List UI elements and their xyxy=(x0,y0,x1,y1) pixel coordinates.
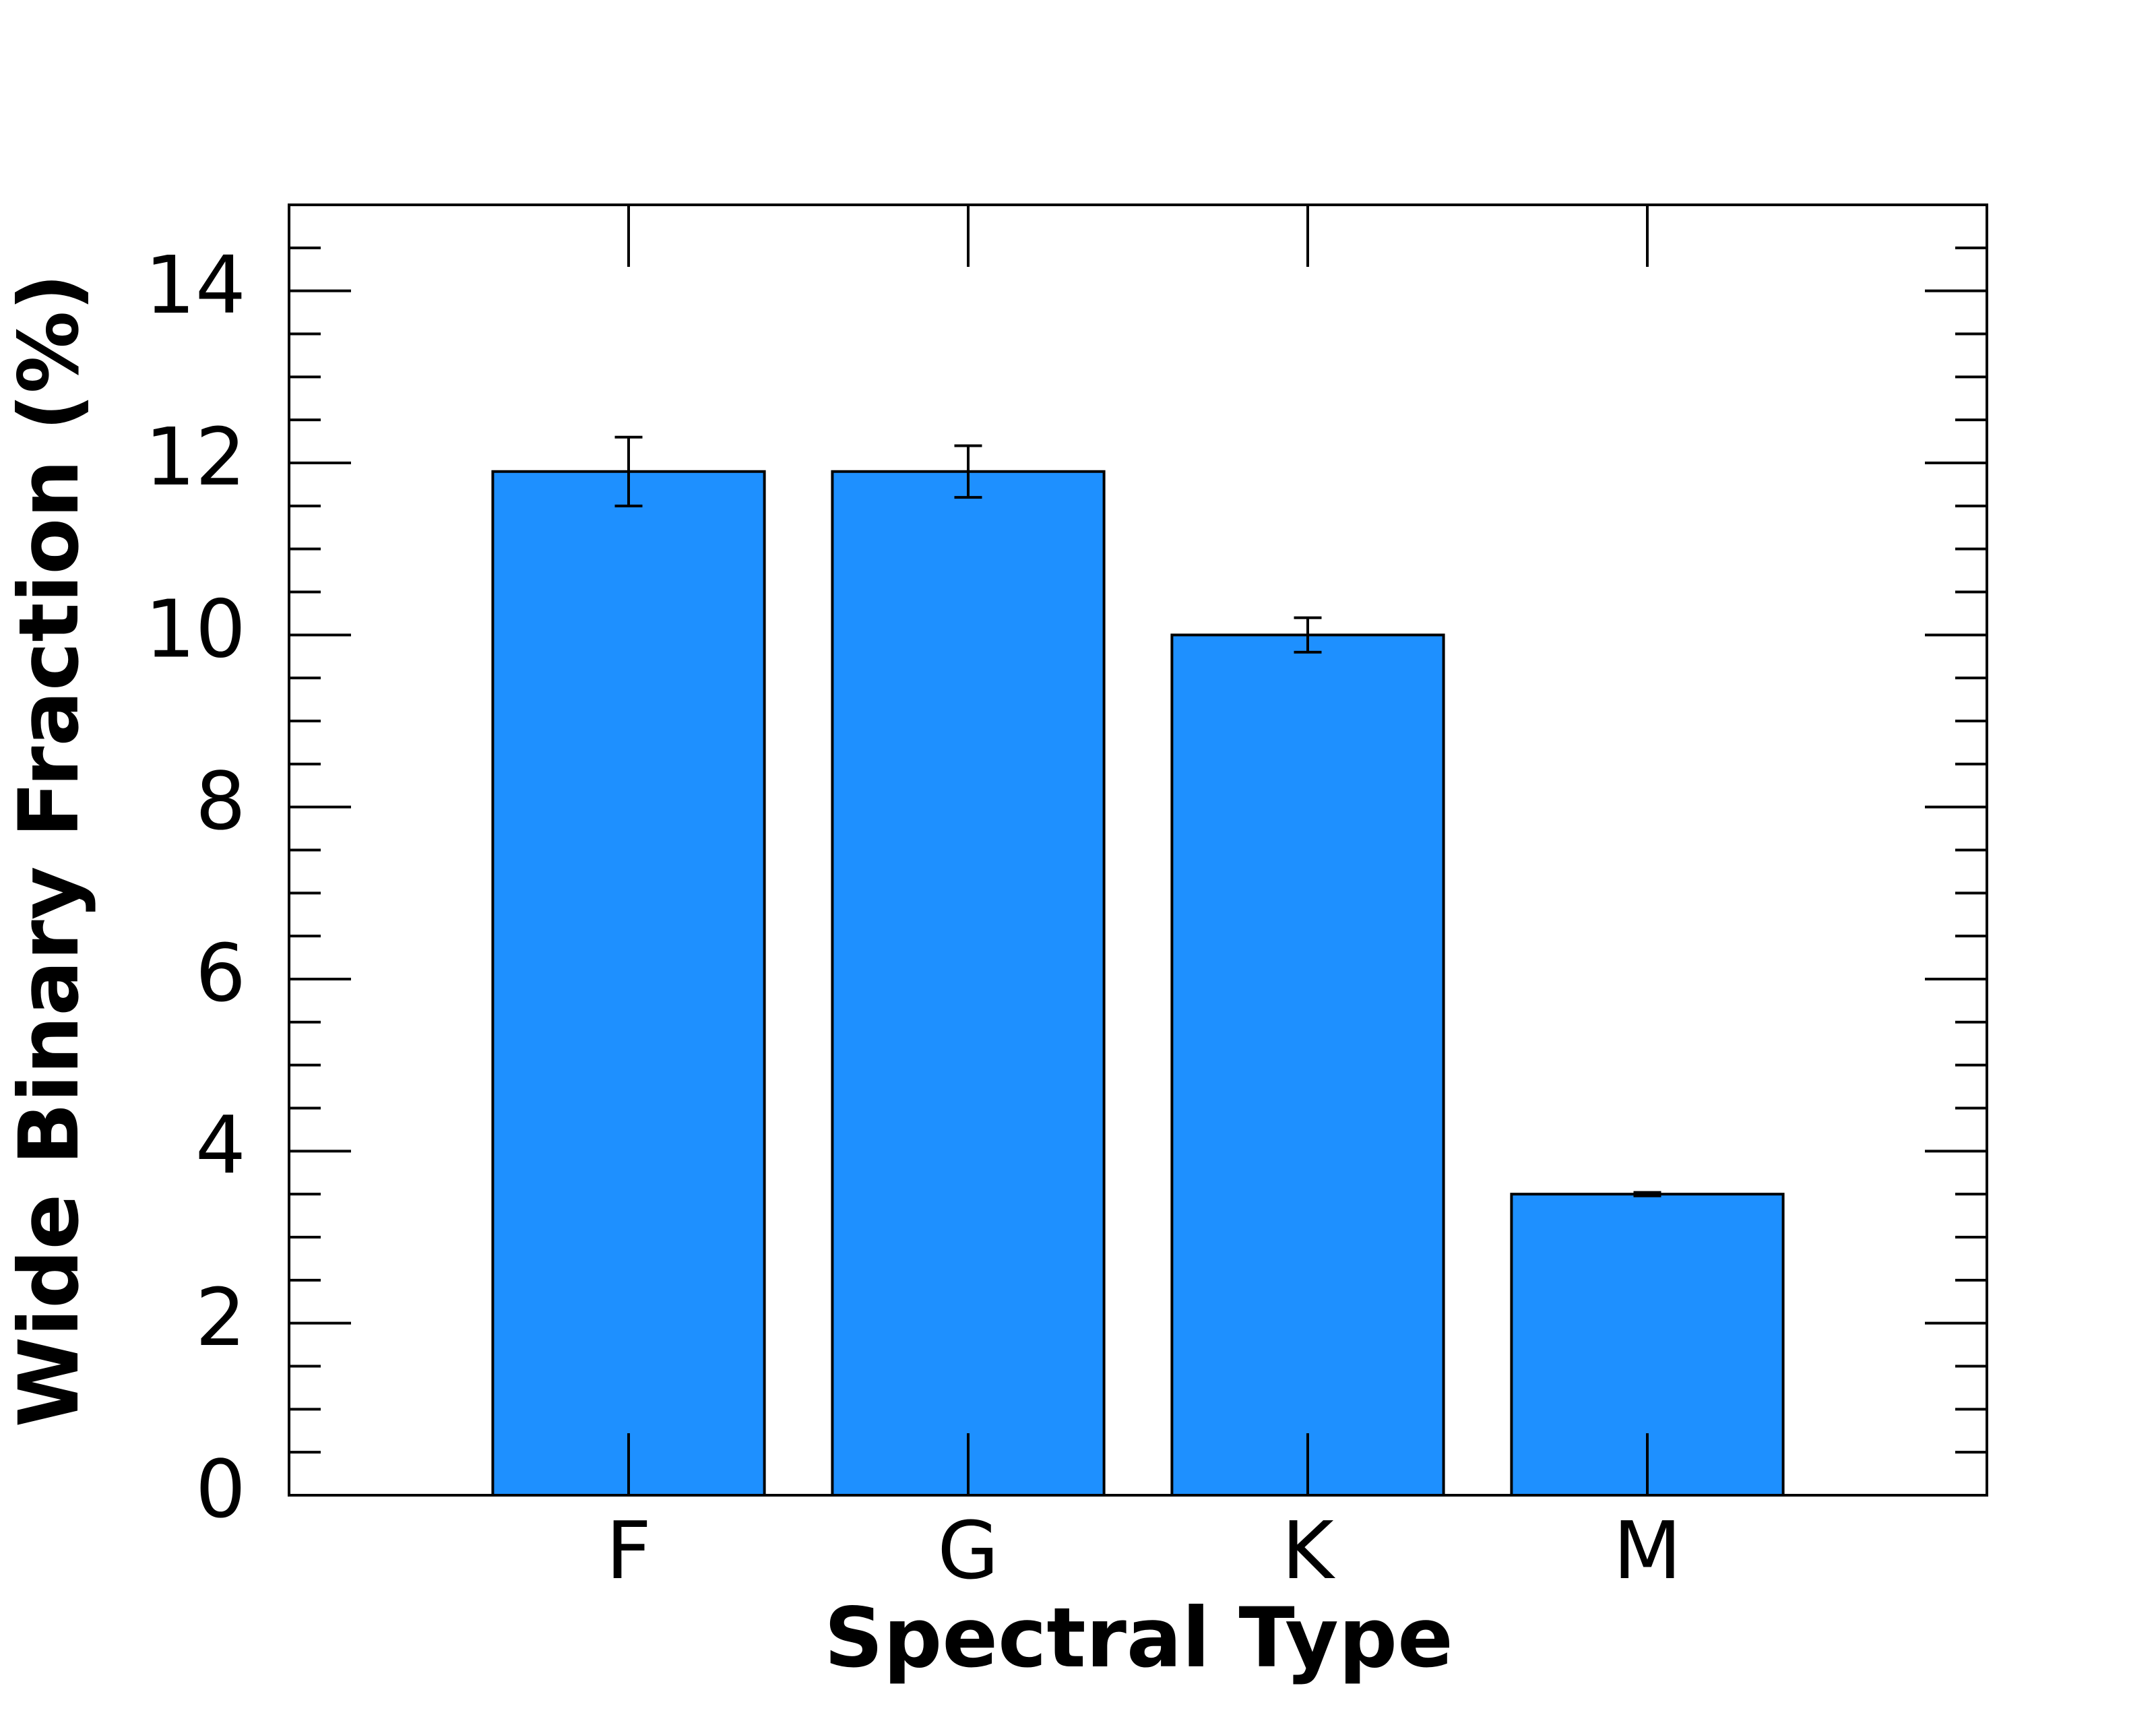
plot-frame xyxy=(288,203,1988,1497)
x-tick-label: F xyxy=(606,1504,652,1597)
x-tick-label: G xyxy=(937,1504,998,1597)
y-tick-label: 2 xyxy=(195,1271,246,1364)
y-tick-label: 4 xyxy=(195,1099,246,1192)
error-bar xyxy=(1633,1191,1661,1197)
bar xyxy=(491,470,766,1497)
bar xyxy=(831,470,1106,1497)
y-tick-label: 14 xyxy=(145,239,246,332)
x-tick-label: M xyxy=(1613,1504,1682,1597)
y-tick-label: 12 xyxy=(145,410,246,503)
y-tick-label: 6 xyxy=(195,927,246,1020)
bar xyxy=(1170,633,1445,1497)
error-bar xyxy=(954,444,982,499)
x-axis-label: Spectral Type xyxy=(824,1590,1453,1686)
x-tick-label: K xyxy=(1281,1504,1335,1597)
y-tick-label: 8 xyxy=(195,755,246,848)
error-bar xyxy=(614,435,643,507)
y-tick-label: 0 xyxy=(195,1443,246,1536)
error-bar xyxy=(1294,616,1322,654)
y-axis-label: Wide Binary Fraction (%) xyxy=(1,274,97,1427)
y-tick-label: 10 xyxy=(145,583,246,676)
